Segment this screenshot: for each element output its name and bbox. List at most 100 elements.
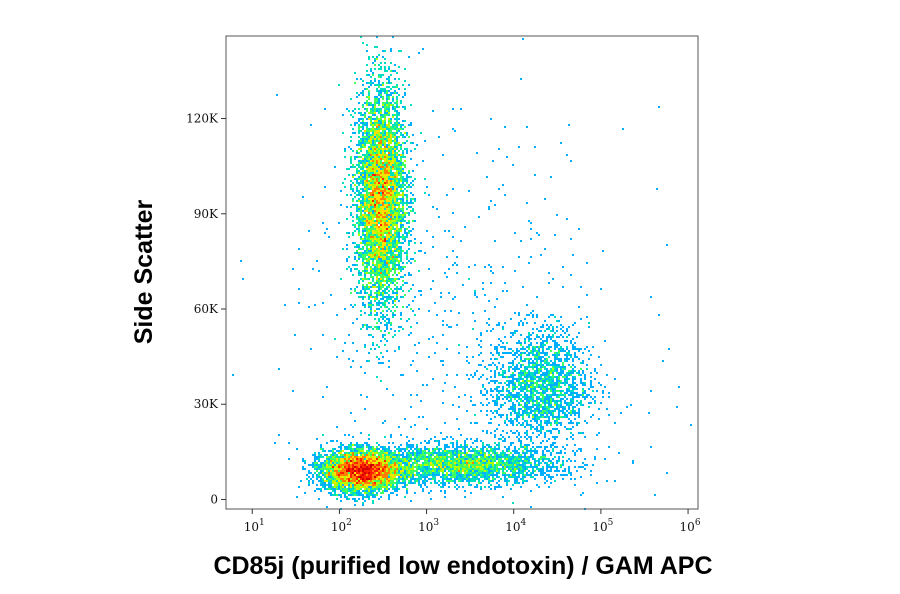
data-point	[342, 132, 344, 134]
data-point	[488, 458, 490, 460]
data-point	[362, 174, 364, 176]
data-point	[436, 456, 438, 458]
data-point	[566, 414, 568, 416]
data-point	[322, 302, 324, 304]
data-point	[532, 368, 534, 370]
data-point	[382, 50, 384, 52]
data-point	[368, 272, 370, 274]
data-point	[550, 396, 552, 398]
data-point	[488, 452, 490, 454]
data-point	[382, 210, 384, 212]
data-point	[584, 384, 586, 386]
data-point	[352, 204, 354, 206]
data-point	[376, 200, 378, 202]
data-point	[384, 154, 386, 156]
data-point	[364, 210, 366, 212]
data-point	[394, 258, 396, 260]
data-point	[518, 372, 520, 374]
data-point	[398, 144, 400, 146]
data-point	[452, 450, 454, 452]
data-point	[358, 270, 360, 272]
data-point	[344, 456, 346, 458]
data-point	[580, 394, 582, 396]
data-point	[366, 278, 368, 280]
data-point	[384, 168, 386, 170]
data-point	[388, 272, 390, 274]
data-point	[488, 422, 490, 424]
data-point	[506, 394, 508, 396]
data-point	[512, 394, 514, 396]
data-point	[396, 198, 398, 200]
data-point	[356, 292, 358, 294]
data-point	[350, 454, 352, 456]
data-point	[384, 316, 386, 318]
data-point	[384, 106, 386, 108]
data-point	[374, 274, 376, 276]
data-point	[392, 150, 394, 152]
data-point	[392, 290, 394, 292]
data-point	[408, 456, 410, 458]
data-point	[360, 220, 362, 222]
data-point	[364, 158, 366, 160]
data-point	[492, 354, 494, 356]
data-point	[508, 384, 510, 386]
data-point	[414, 424, 416, 426]
data-point	[534, 370, 536, 372]
data-point	[376, 36, 378, 38]
data-point	[430, 460, 432, 462]
data-point	[434, 352, 436, 354]
data-point	[376, 276, 378, 278]
data-point	[518, 398, 520, 400]
data-point	[556, 420, 558, 422]
data-point	[474, 372, 476, 374]
data-point	[574, 342, 576, 344]
data-point	[568, 352, 570, 354]
data-point	[396, 120, 398, 122]
data-point	[434, 452, 436, 454]
data-point	[380, 174, 382, 176]
data-point	[546, 398, 548, 400]
data-point	[470, 456, 472, 458]
data-point	[526, 336, 528, 338]
data-point	[542, 390, 544, 392]
data-point	[504, 336, 506, 338]
data-point	[386, 198, 388, 200]
data-point	[538, 396, 540, 398]
data-point	[392, 200, 394, 202]
data-point	[384, 110, 386, 112]
data-point	[470, 374, 472, 376]
data-point	[404, 88, 406, 90]
data-point	[528, 352, 530, 354]
data-point	[364, 238, 366, 240]
data-point	[390, 240, 392, 242]
data-point	[578, 358, 580, 360]
data-point	[544, 434, 546, 436]
data-point	[378, 256, 380, 258]
data-point	[532, 442, 534, 444]
data-point	[380, 256, 382, 258]
data-point	[366, 172, 368, 174]
data-point	[412, 446, 414, 448]
data-point	[570, 400, 572, 402]
data-point	[564, 376, 566, 378]
data-point	[390, 94, 392, 96]
data-point	[564, 332, 566, 334]
data-point	[528, 372, 530, 374]
data-point	[372, 178, 374, 180]
data-point	[416, 456, 418, 458]
data-point	[508, 368, 510, 370]
data-point	[520, 390, 522, 392]
data-point	[378, 76, 380, 78]
data-point	[400, 222, 402, 224]
data-point	[404, 202, 406, 204]
data-point	[350, 188, 352, 190]
data-point	[546, 354, 548, 356]
data-point	[374, 68, 376, 70]
data-point	[362, 42, 364, 44]
data-point	[520, 400, 522, 402]
data-point	[366, 168, 368, 170]
data-point	[494, 382, 496, 384]
data-point	[528, 360, 530, 362]
data-point	[368, 202, 370, 204]
data-point	[476, 446, 478, 448]
